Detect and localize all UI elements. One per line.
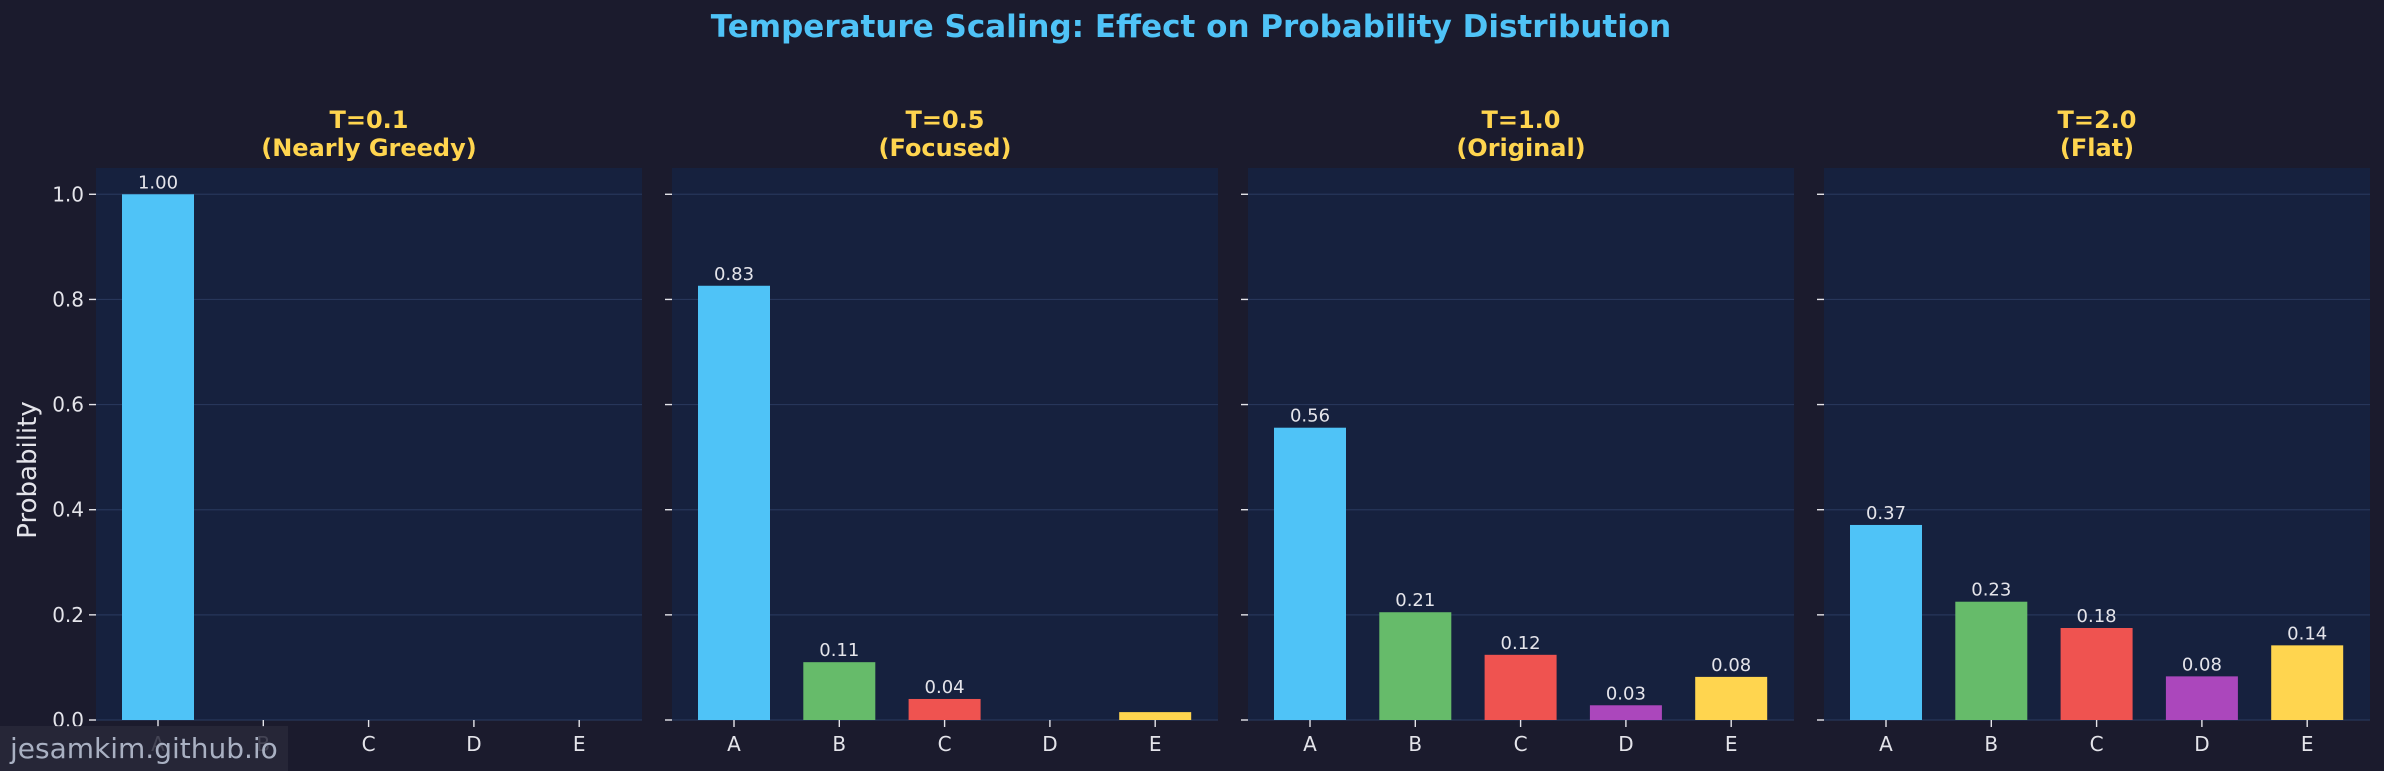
panel-title-description: (Focused) [879,134,1012,162]
x-tick-label: A [1303,732,1317,756]
bar-b [1955,601,2028,720]
panel-title-description: (Nearly Greedy) [261,134,476,162]
bar-e [1695,676,1768,720]
y-tick-label: 0.2 [52,603,84,627]
x-tick-label: C [938,732,952,756]
bar-b [1379,612,1452,720]
data-label: 0.21 [1395,590,1435,611]
bar-a [122,194,194,721]
panel-1: 0.00.20.40.60.81.01.00ABCDET=0.1(Nearly … [52,106,642,756]
data-label: 0.37 [1866,503,1906,524]
panels-group: 0.00.20.40.60.81.01.00ABCDET=0.1(Nearly … [52,106,2370,756]
y-tick-label: 0.6 [52,393,84,417]
x-tick-label: C [362,732,376,756]
x-tick-label: C [2090,732,2104,756]
bar-a [1274,427,1346,720]
data-label: 1.00 [138,172,178,193]
bar-c [2060,628,2133,720]
x-tick-label: E [1725,732,1738,756]
bar-e [2271,645,2344,720]
data-label: 0.03 [1606,683,1646,704]
panel-title-description: (Original) [1456,134,1585,162]
bar-a [1850,524,1922,720]
panel-2: 0.83 A 0.11 B 0.04 C D E T=0.5(Focused) [665,106,1218,756]
panel-4: 0.37 A 0.23 B 0.18 C 0.08 D 0.14 E T=2.0(Flat) [1817,106,2370,756]
panel-title-temperature: T=1.0 [1482,106,1561,134]
x-tick-label: D [1042,732,1057,756]
panel-title-temperature: T=0.1 [330,106,409,134]
data-label: 0.18 [2077,606,2117,627]
x-tick-label: B [1408,732,1422,756]
x-tick-label: E [2301,732,2314,756]
x-tick-label: A [727,732,741,756]
x-tick-label: B [832,732,846,756]
x-tick-label: D [1618,732,1633,756]
data-label: 0.11 [819,640,859,661]
x-tick-label: D [2194,732,2209,756]
panel-title-description: (Flat) [2060,134,2134,162]
chart-title: Temperature Scaling: Effect on Probabili… [711,9,1671,45]
x-tick-label: E [573,732,586,756]
data-label: 0.04 [925,677,965,698]
data-label: 0.08 [1711,655,1751,676]
x-tick-label: D [466,732,481,756]
data-label: 0.56 [1290,406,1330,427]
data-label: 0.12 [1501,633,1541,654]
data-label: 0.14 [2287,623,2327,644]
data-label: 0.08 [2182,654,2222,675]
bar-b [803,662,876,720]
panel-title-temperature: T=2.0 [2058,106,2137,134]
data-label: 0.23 [1971,580,2011,601]
y-tick-label: 1.0 [52,182,84,206]
bar-d [2165,676,2238,720]
panel-3: 0.56 A 0.21 B 0.12 C 0.03 D 0.08 E T=1.0(Original) [1241,106,1794,756]
y-tick-label: 0.4 [52,498,84,522]
panel-title-temperature: T=0.5 [906,106,985,134]
bar-c [1484,654,1557,720]
bar-e [1119,712,1192,720]
bar-c [908,698,981,720]
x-tick-label: B [1984,732,1998,756]
y-axis-label: Probability [13,401,43,538]
watermark-text: jesamkim.github.io [0,726,288,771]
y-tick-label: 0.8 [52,287,84,311]
x-tick-label: E [1149,732,1162,756]
bar-a [698,285,770,720]
bar-d [1589,705,1662,720]
x-tick-label: A [1879,732,1893,756]
data-label: 0.83 [714,264,754,285]
x-tick-label: C [1514,732,1528,756]
